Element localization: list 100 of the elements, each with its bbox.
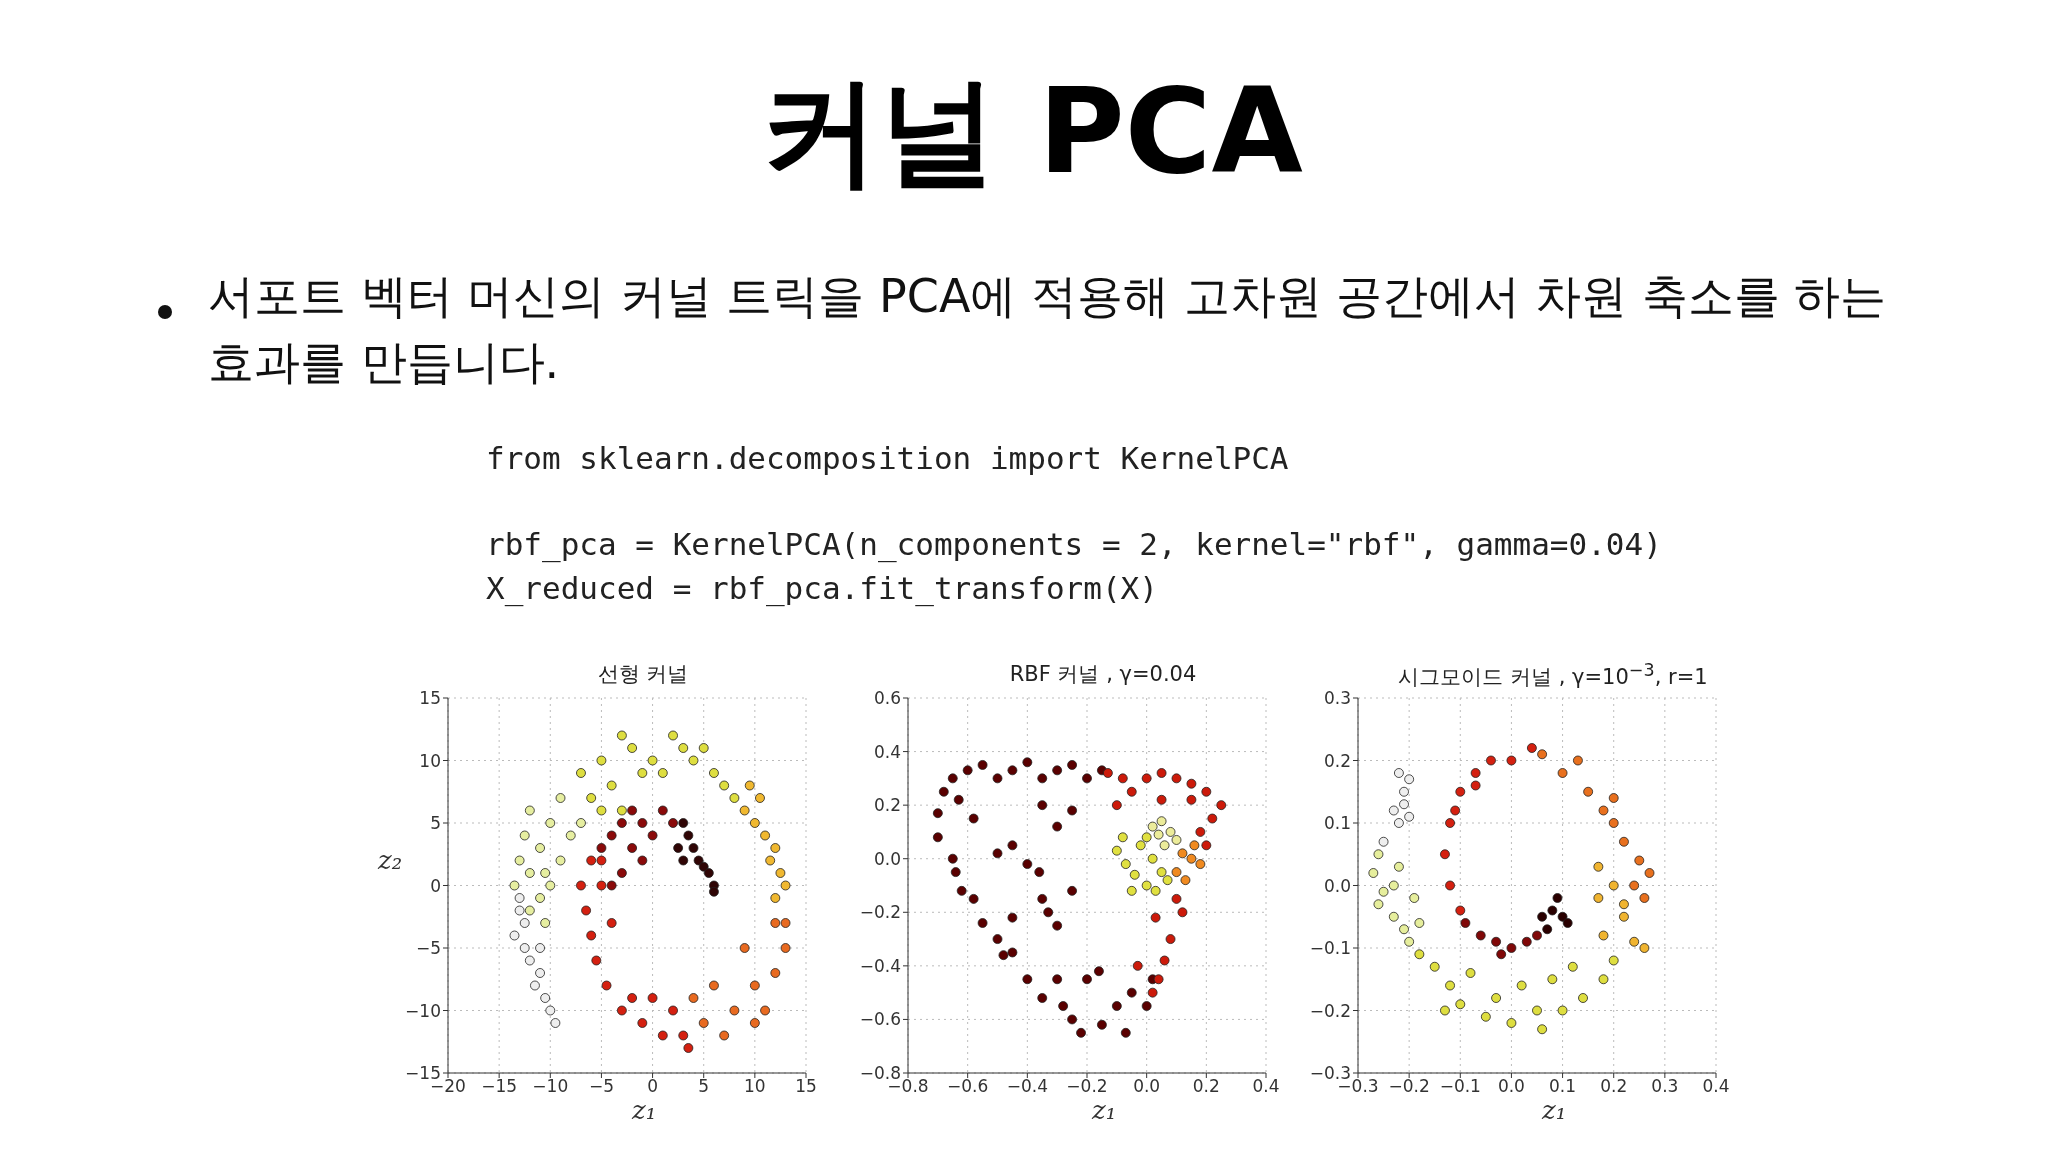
x-axis-title: z₁ <box>630 1095 658 1125</box>
chart-title: RBF 커널 , γ=0.04 <box>1008 661 1198 688</box>
point <box>1634 855 1645 866</box>
point <box>1526 743 1537 753</box>
point <box>576 818 586 828</box>
point <box>1388 911 1399 922</box>
point <box>1153 829 1164 840</box>
point <box>1117 773 1128 784</box>
point <box>1111 1001 1122 1011</box>
point <box>1521 936 1532 947</box>
point <box>780 918 791 928</box>
point <box>1171 773 1182 784</box>
y-tick-label: 0.2 <box>1323 750 1351 771</box>
point <box>1547 905 1558 916</box>
point <box>1102 768 1113 778</box>
point <box>770 893 781 903</box>
point <box>739 943 750 953</box>
point <box>1639 893 1650 903</box>
point <box>514 893 525 903</box>
point <box>678 855 689 866</box>
x-tick-label: 0.4 <box>1252 1076 1280 1097</box>
point <box>673 843 684 853</box>
point <box>1177 907 1188 918</box>
y-tick-label: −0.1 <box>1309 938 1351 959</box>
point <box>688 843 699 853</box>
point <box>1639 943 1650 953</box>
y-tick-label: 0.3 <box>1323 688 1351 709</box>
point <box>1147 987 1158 998</box>
point <box>1537 1024 1548 1035</box>
point <box>1067 760 1077 770</box>
point <box>1537 749 1548 760</box>
point <box>1470 780 1481 791</box>
point <box>977 760 988 770</box>
x-tick-label: −5 <box>588 1076 614 1097</box>
point <box>962 765 973 776</box>
point <box>647 755 658 766</box>
point <box>1394 818 1404 828</box>
point <box>606 780 617 791</box>
point <box>1067 1014 1077 1025</box>
point <box>1619 899 1629 910</box>
x-tick-label: −0.2 <box>1388 1076 1430 1097</box>
point <box>616 818 627 828</box>
x-tick-label: −0.6 <box>947 1076 989 1097</box>
point <box>657 1030 668 1041</box>
point <box>1368 868 1379 878</box>
point <box>1491 936 1501 947</box>
y-tick-label: 10 <box>419 750 441 771</box>
point <box>1141 1001 1152 1011</box>
point <box>616 730 627 741</box>
chart-title: 시그모이드 커널 , γ=10$^{−3}$, r=1 <box>1397 660 1709 691</box>
point <box>749 980 760 991</box>
point <box>1201 840 1212 851</box>
point <box>1455 905 1466 916</box>
point <box>1135 840 1146 851</box>
point <box>1147 853 1158 864</box>
point <box>1619 836 1629 847</box>
point <box>1378 886 1389 897</box>
point <box>760 830 770 841</box>
point <box>693 855 704 866</box>
point <box>1593 861 1604 872</box>
point <box>1373 899 1384 910</box>
point <box>775 868 786 878</box>
point <box>1506 943 1517 953</box>
point <box>1189 840 1200 851</box>
point <box>678 1030 689 1041</box>
y-tick-label: 5 <box>430 813 441 834</box>
point <box>1147 821 1158 832</box>
point <box>1455 786 1466 797</box>
point <box>1394 861 1404 872</box>
point <box>1156 768 1167 778</box>
point <box>1150 885 1161 896</box>
point <box>1399 786 1409 797</box>
point <box>1067 805 1077 816</box>
x-tick-label: −0.4 <box>1006 1076 1048 1097</box>
point <box>519 918 530 928</box>
point <box>591 955 602 966</box>
point <box>586 793 597 803</box>
point <box>1608 955 1619 966</box>
point <box>1542 924 1553 935</box>
point <box>1547 974 1558 985</box>
point <box>1165 827 1176 837</box>
y-tick-label: 15 <box>419 688 441 709</box>
point <box>1562 918 1573 928</box>
x-tick-label: 0.0 <box>1497 1076 1525 1097</box>
point <box>1409 893 1420 903</box>
point <box>555 855 566 866</box>
point <box>519 943 530 953</box>
point <box>1052 765 1063 776</box>
point <box>1195 859 1206 869</box>
point <box>1159 840 1170 851</box>
point <box>637 1018 648 1028</box>
point <box>1076 1027 1086 1038</box>
point <box>1186 778 1197 789</box>
point <box>1186 853 1197 864</box>
point <box>1475 930 1486 941</box>
point <box>992 773 1003 784</box>
point <box>1082 974 1092 985</box>
point <box>1404 811 1415 822</box>
point <box>1171 867 1182 878</box>
point <box>1022 974 1033 985</box>
